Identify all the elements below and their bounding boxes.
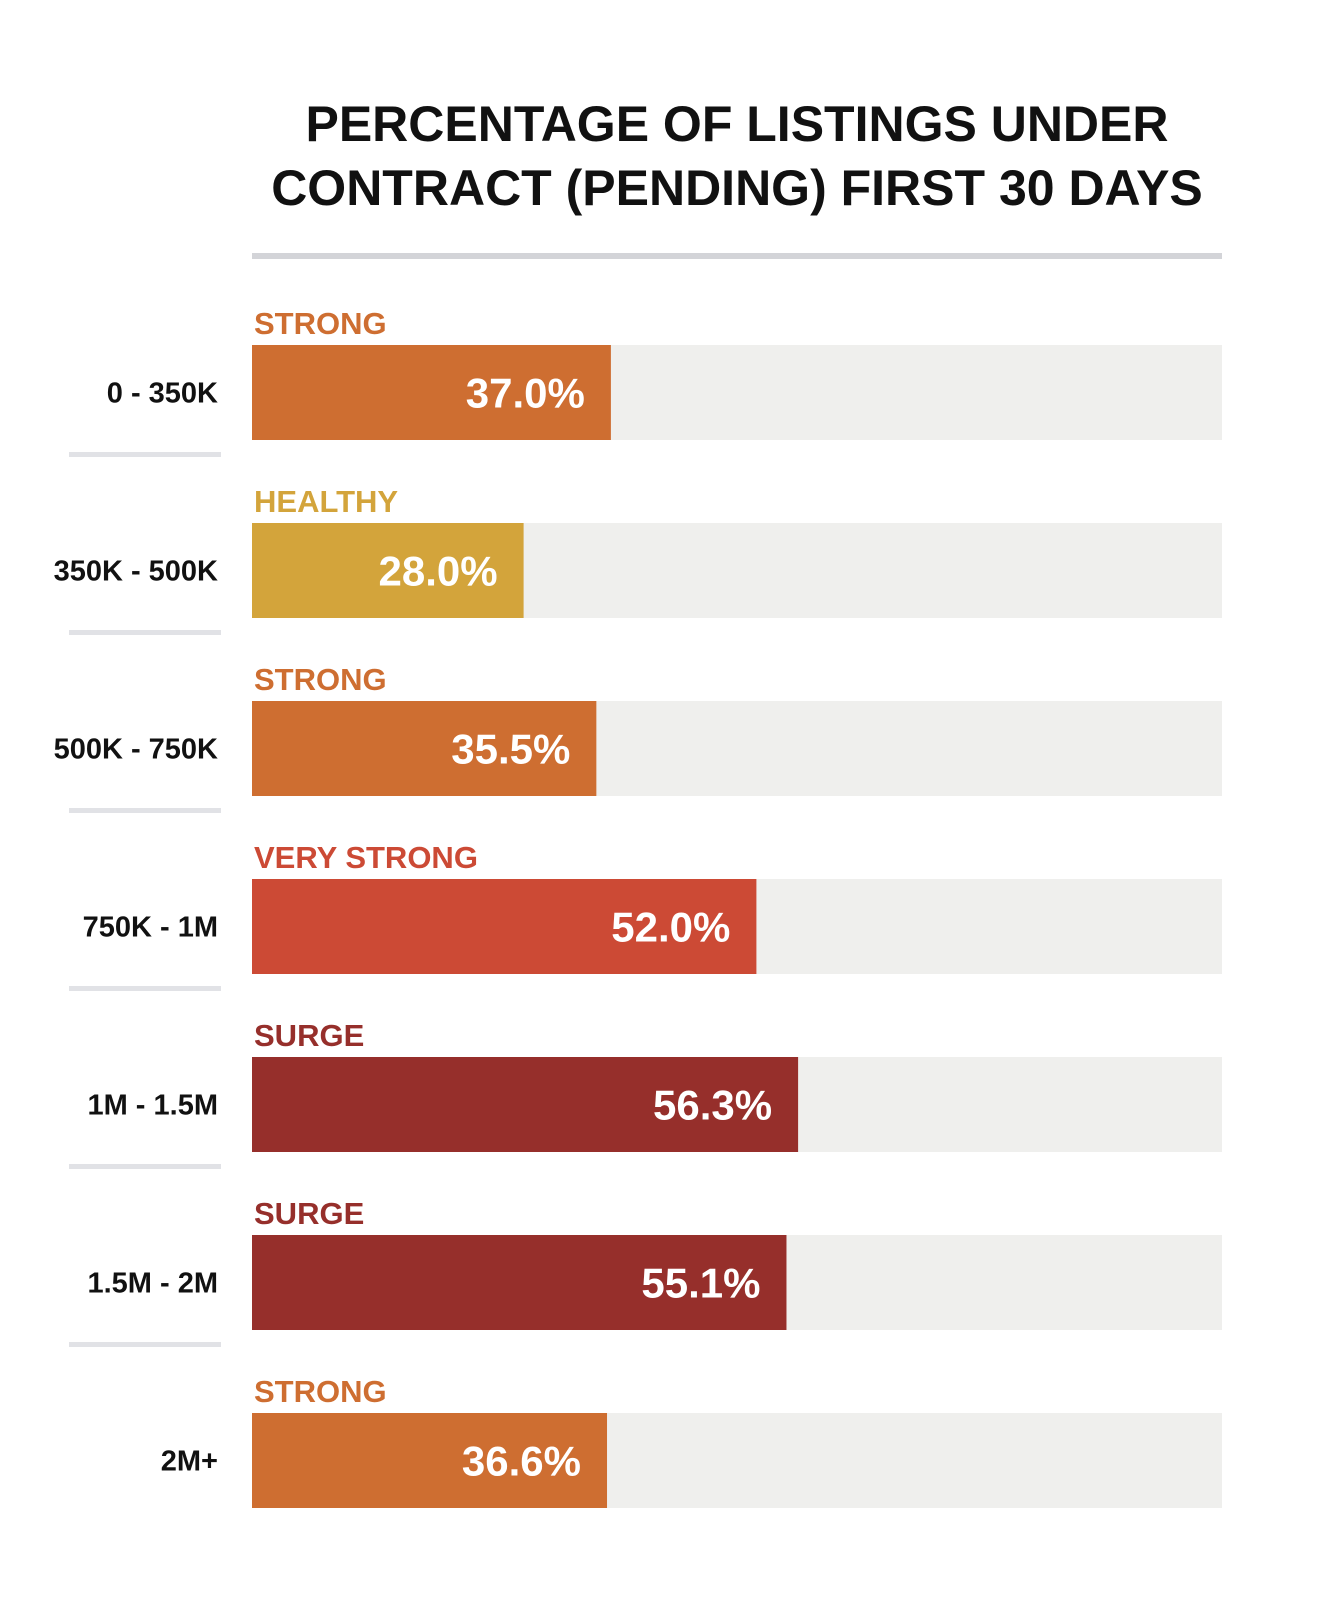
row-separator [69, 630, 221, 635]
value-label: 55.1% [641, 1260, 760, 1307]
status-label: STRONG [254, 1374, 387, 1409]
bar [252, 701, 597, 796]
row-separator [69, 1342, 221, 1347]
value-label: 56.3% [653, 1082, 772, 1129]
value-label: 52.0% [611, 904, 730, 951]
chart-title-line-1: PERCENTAGE OF LISTINGS UNDER [305, 96, 1169, 152]
category-label: 350K - 500K [54, 556, 218, 588]
bar [252, 879, 757, 974]
value-label: 36.6% [462, 1438, 581, 1485]
category-label: 0 - 350K [107, 378, 218, 410]
title-divider [252, 253, 1222, 259]
category-label: 500K - 750K [54, 734, 218, 766]
status-label: SURGE [254, 1018, 364, 1053]
status-label: STRONG [254, 662, 387, 697]
category-label: 1M - 1.5M [87, 1090, 218, 1122]
status-label: HEALTHY [254, 484, 398, 519]
row-separator [69, 1164, 221, 1169]
chart-title: PERCENTAGE OF LISTINGS UNDER CONTRACT (P… [252, 92, 1222, 220]
status-label: STRONG [254, 306, 387, 341]
bar [252, 1235, 787, 1330]
value-label: 37.0% [466, 370, 585, 417]
row-separator [69, 808, 221, 813]
category-label: 750K - 1M [83, 912, 218, 944]
value-label: 28.0% [379, 548, 498, 595]
status-label: SURGE [254, 1196, 364, 1231]
row-separator [69, 452, 221, 457]
bar [252, 1057, 799, 1152]
category-label: 2M+ [161, 1446, 218, 1478]
bar [252, 345, 611, 440]
status-label: VERY STRONG [254, 840, 478, 875]
bar [252, 1413, 608, 1508]
row-separator [69, 986, 221, 991]
category-label: 1.5M - 2M [87, 1268, 218, 1300]
bar [252, 523, 524, 618]
chart-title-line-2: CONTRACT (PENDING) FIRST 30 DAYS [271, 160, 1203, 216]
value-label: 35.5% [451, 726, 570, 773]
